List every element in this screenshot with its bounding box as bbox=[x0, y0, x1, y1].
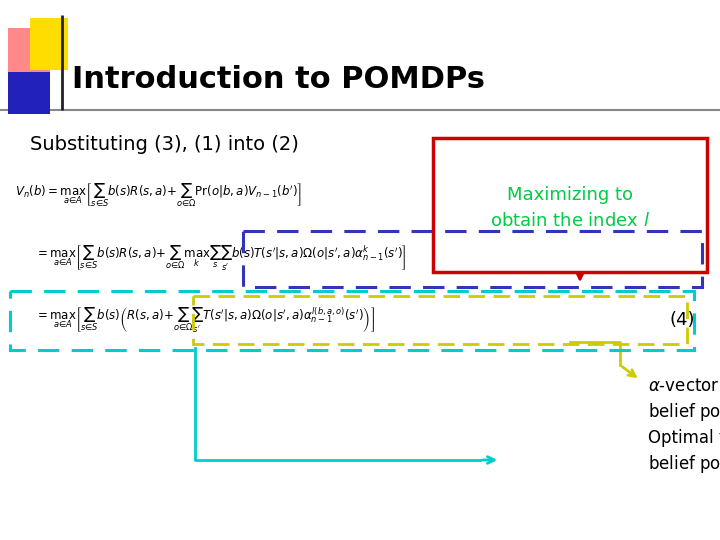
Text: Maximizing to
obtain the index $l$: Maximizing to obtain the index $l$ bbox=[490, 186, 650, 230]
Bar bbox=[8, 28, 50, 96]
Text: Optimal value of
belief point $b$: Optimal value of belief point $b$ bbox=[648, 429, 720, 475]
Bar bbox=[30, 18, 68, 70]
Text: $\alpha$-vector of
belief point $b$: $\alpha$-vector of belief point $b$ bbox=[648, 377, 720, 423]
Bar bbox=[8, 72, 50, 114]
Text: Introduction to POMDPs: Introduction to POMDPs bbox=[72, 65, 485, 94]
Text: $V_n(b)=\max_{a\in A}\left[\sum_{s\in S}b(s)R(s,a)+\sum_{o\in\Omega}\Pr(o|b,a)V_: $V_n(b)=\max_{a\in A}\left[\sum_{s\in S}… bbox=[15, 181, 302, 209]
Text: Substituting (3), (1) into (2): Substituting (3), (1) into (2) bbox=[30, 135, 299, 154]
Text: $=\max_{a\in A}\left[\sum_{s\in S}b(s)R(s,a)+\sum_{o\in\Omega}\max_k\sum_s\sum_{: $=\max_{a\in A}\left[\sum_{s\in S}b(s)R(… bbox=[35, 244, 406, 273]
Text: $=\max_{a\in A}\left[\sum_{s\in S}b(s)\left(R(s,a)+\sum_{o\in\Omega}\sum_{s'}T(s: $=\max_{a\in A}\left[\sum_{s\in S}b(s)\l… bbox=[35, 306, 375, 334]
Text: (4): (4) bbox=[670, 311, 695, 329]
